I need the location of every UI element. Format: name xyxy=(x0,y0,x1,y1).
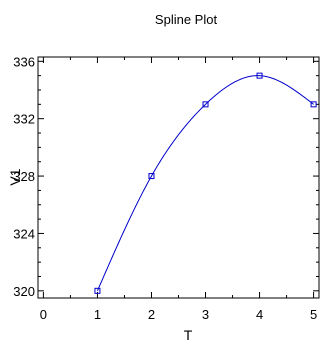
data-point-marker xyxy=(148,173,155,180)
y-tick-label: 320 xyxy=(13,284,35,299)
y-tick-label: 336 xyxy=(13,54,35,69)
x-tick-label: 5 xyxy=(310,307,317,322)
chart-title: Spline Plot xyxy=(155,12,218,27)
x-tick-label: 2 xyxy=(148,307,155,322)
data-point-marker xyxy=(94,287,101,294)
x-tick-label: 4 xyxy=(256,307,263,322)
y-tick-label: 328 xyxy=(13,169,35,184)
data-point-markers xyxy=(94,72,317,294)
data-point-marker xyxy=(202,101,209,108)
y-tick-label: 332 xyxy=(13,112,35,127)
y-axis-tick-labels: 320 324 328 332 336 xyxy=(13,54,35,299)
x-tick-label: 0 xyxy=(40,307,47,322)
y-tick-label: 324 xyxy=(13,226,35,241)
x-tick-label: 3 xyxy=(202,307,209,322)
y-axis-label: V1 xyxy=(7,168,23,185)
data-point-marker xyxy=(256,72,263,79)
x-tick-label: 1 xyxy=(94,307,101,322)
y-axis-ticks xyxy=(38,60,319,292)
data-point-marker xyxy=(310,101,317,108)
spline-curve xyxy=(96,75,314,292)
plot-frame xyxy=(37,56,320,299)
x-axis-ticks xyxy=(42,57,315,298)
x-axis-label: T xyxy=(184,327,193,343)
x-axis-tick-labels: 0 1 2 3 4 5 xyxy=(40,307,317,322)
